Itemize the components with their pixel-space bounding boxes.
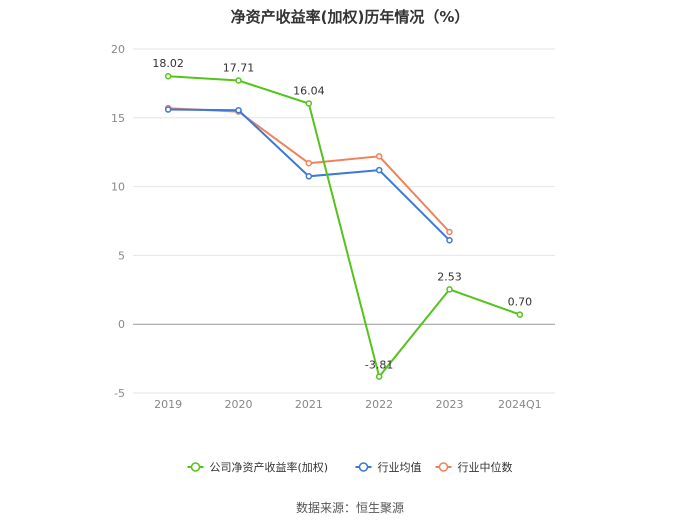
series-line-2 <box>168 107 451 233</box>
y-tick-label: -5 <box>114 387 125 400</box>
data-point <box>375 153 383 160</box>
data-source: 数据来源：恒生聚源 <box>295 501 404 515</box>
legend-marker <box>358 462 369 472</box>
x-tick-label: 2019 <box>154 398 182 411</box>
x-tick-label: 2021 <box>295 398 323 411</box>
y-tick-label: 5 <box>118 249 125 262</box>
data-label: 17.71 <box>223 62 255 75</box>
data-point <box>375 373 383 380</box>
legend-marker <box>438 462 449 472</box>
y-tick-label: 0 <box>118 318 125 331</box>
data-label: 16.04 <box>293 84 325 97</box>
x-tick-label: 2022 <box>365 398 393 411</box>
chart-title: 净资产收益率(加权)历年情况（%） <box>230 8 470 26</box>
data-point <box>235 77 242 84</box>
data-label: 18.02 <box>152 57 184 70</box>
legend-marker <box>190 462 201 472</box>
data-point <box>446 237 453 244</box>
data-point <box>446 228 453 236</box>
x-tick-label: 2024Q1 <box>498 398 542 411</box>
data-label: -3.81 <box>365 359 393 372</box>
data-label: 2.53 <box>437 270 462 283</box>
data-label: 0.70 <box>508 296 533 309</box>
data-point <box>305 100 313 107</box>
series-line-0 <box>168 75 521 379</box>
data-point <box>305 173 313 180</box>
data-point <box>164 72 172 80</box>
legend-label: 行业中位数 <box>458 460 513 474</box>
data-point <box>305 159 313 167</box>
legend-label: 公司净资产收益率(加权) <box>210 460 329 474</box>
x-tick-label: 2023 <box>436 398 464 411</box>
y-tick-label: 15 <box>111 112 125 125</box>
data-point <box>375 166 383 174</box>
data-point <box>446 286 453 293</box>
x-tick-label: 2020 <box>225 398 253 411</box>
data-point <box>235 106 242 114</box>
y-tick-label: 10 <box>111 181 125 194</box>
data-point <box>164 106 172 113</box>
y-tick-label: 20 <box>111 43 125 56</box>
legend-label: 行业均值 <box>378 461 422 474</box>
data-point <box>516 311 524 318</box>
